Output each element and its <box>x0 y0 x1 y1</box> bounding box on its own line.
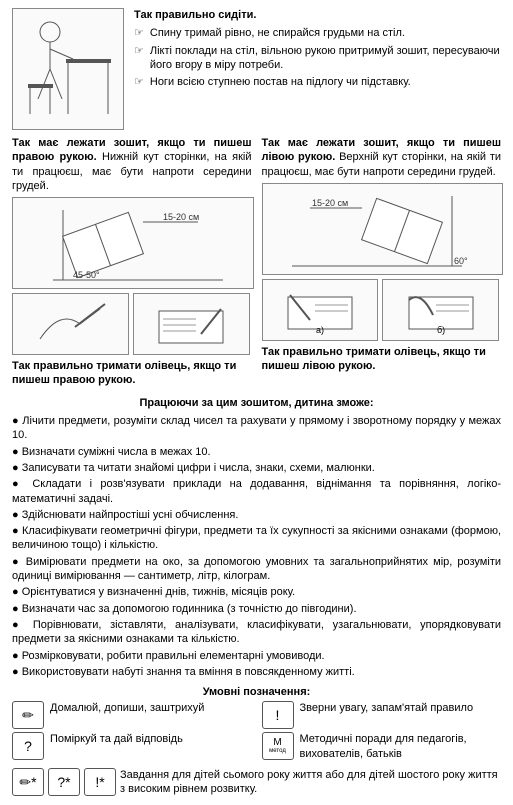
symbol-row: ? Поміркуй та дай відповідь <box>12 732 252 760</box>
pen-right-caption: Так правильно тримати олівець, якщо ти п… <box>12 359 252 388</box>
sitting-rule: Спину тримай рівно, не спирайся грудьми … <box>134 26 501 40</box>
symbol-row: ✏ Домалюй, допиши, заштрихуй <box>12 701 252 729</box>
skills-item: Складати і розв'язувати приклади на дода… <box>12 477 501 506</box>
notebook-right-diagram: 15-20 см 45-50° <box>12 197 254 289</box>
pen-left-diagrams: а) б) <box>262 279 502 341</box>
skills-item: Визначати суміжні числа в межах 10. <box>12 445 501 459</box>
angle-label: 45-50° <box>73 270 100 280</box>
svg-text:б): б) <box>437 325 445 335</box>
skills-item: Порівнювати, зіставляти, аналізувати, кл… <box>12 618 501 647</box>
sitting-section: Так правильно сидіти. Спину тримай рівно… <box>12 8 501 130</box>
skills-item: Здійснювати найпростіші усні обчислення. <box>12 508 501 522</box>
symbols-section: Умовні позначення: ✏ Домалюй, допиши, за… <box>12 685 501 796</box>
exclaim-star-icon: !* <box>84 768 116 796</box>
skills-item: Використовувати набуті знання та вміння … <box>12 665 501 679</box>
skills-item: Вимірювати предмети на око, за допомогою… <box>12 555 501 584</box>
skills-item: Записувати та читати знайомі цифри і чис… <box>12 461 501 475</box>
notebook-left-col: Так має лежати зошит, якщо ти пишеш ліво… <box>262 136 502 388</box>
symbol-row: ! Зверни увагу, запам'ятай правило <box>262 701 502 729</box>
svg-text:а): а) <box>316 325 324 335</box>
skills-item: Лічити предмети, розуміти склад чисел та… <box>12 414 501 443</box>
pen-grip-side-icon <box>12 293 129 355</box>
symbols-title: Умовні позначення: <box>12 685 501 699</box>
skills-title: Працюючи за цим зошитом, дитина зможе: <box>12 396 501 410</box>
open-notebook-left-icon: 15-20 см 60° <box>282 186 482 272</box>
starred-row: ✏* ?* !* Завдання для дітей сьомого року… <box>12 768 501 797</box>
skills-list: Лічити предмети, розуміти склад чисел та… <box>12 414 501 679</box>
skills-item: Визначати час за допомогою годинника (з … <box>12 602 501 616</box>
sitting-figure <box>12 8 124 130</box>
symbol-row: М метод Методичні поради для педагогів, … <box>262 732 502 761</box>
dist-label: 15-20 см <box>163 212 199 222</box>
skills-section: Працюючи за цим зошитом, дитина зможе: Л… <box>12 396 501 679</box>
symbol-text: Домалюй, допиши, заштрихуй <box>50 701 204 715</box>
child-at-desk-icon <box>18 14 118 124</box>
pen-right-diagrams <box>12 293 252 355</box>
open-notebook-right-icon: 15-20 см 45-50° <box>33 200 233 286</box>
symbol-text: Зверни увагу, запам'ятай правило <box>300 701 474 715</box>
skills-item: Розмірковувати, робити правильні елемент… <box>12 649 501 663</box>
notebook-right-col: Так має лежати зошит, якщо ти пишеш прав… <box>12 136 252 388</box>
exclaim-icon: ! <box>262 701 294 729</box>
pen-left-caption: Так правильно тримати олівець, якщо ти п… <box>262 345 502 374</box>
sitting-rule: Ноги всією ступнею постав на підлогу чи … <box>134 75 501 89</box>
skills-item: Орієнтуватися у визначенні днів, тижнів,… <box>12 585 501 599</box>
method-icon: М метод <box>262 732 294 760</box>
pen-writing-icon <box>133 293 250 355</box>
pen-grip-left-a-icon: а) <box>262 279 379 341</box>
question-icon: ? <box>12 732 44 760</box>
skills-item: Класифікувати геометричні фігури, предме… <box>12 524 501 553</box>
pencil-icon: ✏ <box>12 701 44 729</box>
symbol-text: Методичні поради для педагогів, виховате… <box>300 732 502 761</box>
angle-label: 60° <box>454 256 468 266</box>
starred-text: Завдання для дітей сьомого року життя аб… <box>120 768 501 797</box>
question-star-icon: ?* <box>48 768 80 796</box>
notebook-left-diagram: 15-20 см 60° <box>262 183 504 275</box>
sitting-title: Так правильно сидіти. <box>134 8 501 22</box>
sitting-rule-list: Спину тримай рівно, не спирайся грудьми … <box>134 26 501 89</box>
symbols-columns: ✏ Домалюй, допиши, заштрихуй ? Поміркуй … <box>12 699 501 764</box>
sitting-rule: Лікті поклади на стіл, вільною рукою при… <box>134 44 501 73</box>
pen-grip-left-b-icon: б) <box>382 279 499 341</box>
dist-label: 15-20 см <box>312 198 348 208</box>
notebook-right-text: Так має лежати зошит, якщо ти пишеш прав… <box>12 136 252 193</box>
notebook-section: Так має лежати зошит, якщо ти пишеш прав… <box>12 136 501 388</box>
symbol-text: Поміркуй та дай відповідь <box>50 732 183 746</box>
notebook-left-text: Так має лежати зошит, якщо ти пишеш ліво… <box>262 136 502 179</box>
sitting-rules: Так правильно сидіти. Спину тримай рівно… <box>134 8 501 130</box>
pencil-star-icon: ✏* <box>12 768 44 796</box>
